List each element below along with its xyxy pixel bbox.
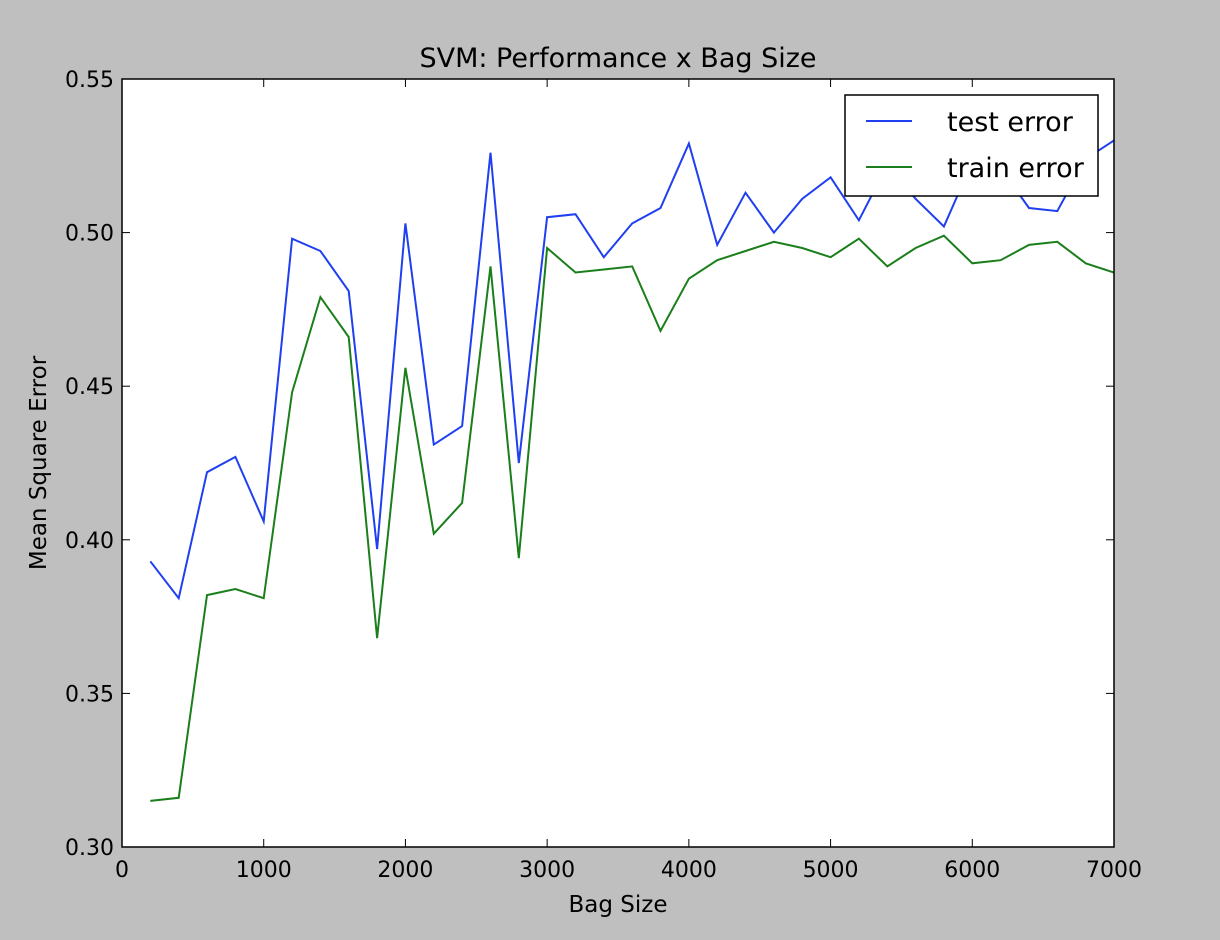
series-line-test-error (149, 139, 1114, 601)
plot-area (122, 79, 1114, 847)
series-line-train-error (150, 234, 1114, 802)
x-axis-label: Bag Size (569, 892, 668, 918)
plot-frame (121, 78, 1115, 848)
x-tick-label: 6000 (944, 858, 1000, 883)
y-tick-label: 0.55 (65, 68, 114, 93)
series-layer (149, 139, 1114, 802)
ticks-layer: 0 1000 2000 3000 4000 5000 6000 7000 0.30 0.35 0.4… (65, 68, 1142, 883)
legend-box (844, 94, 1099, 197)
x-tick-label: 1000 (236, 858, 292, 883)
y-axis-label: Mean Square Error (26, 355, 52, 570)
legend-label-train-error: train error (947, 153, 1085, 184)
chart-title: SVM: Performance x Bag Size (419, 43, 816, 74)
x-tick-label: 5000 (803, 858, 859, 883)
legend-label-test-error: test error (947, 107, 1074, 138)
x-tick-label: 7000 (1086, 858, 1142, 883)
y-tick-label: 0.50 (65, 222, 114, 247)
x-tick-label: 0 (115, 858, 129, 883)
y-tick-label: 0.30 (65, 836, 114, 861)
y-tick-label: 0.45 (65, 375, 114, 400)
x-tick-label: 3000 (519, 858, 575, 883)
x-tick-label: 4000 (661, 858, 717, 883)
x-tick-label: 2000 (377, 858, 433, 883)
legend: test error train error (844, 94, 1099, 197)
y-tick-label: 0.35 (65, 682, 114, 707)
y-tick-label: 0.40 (65, 529, 114, 554)
